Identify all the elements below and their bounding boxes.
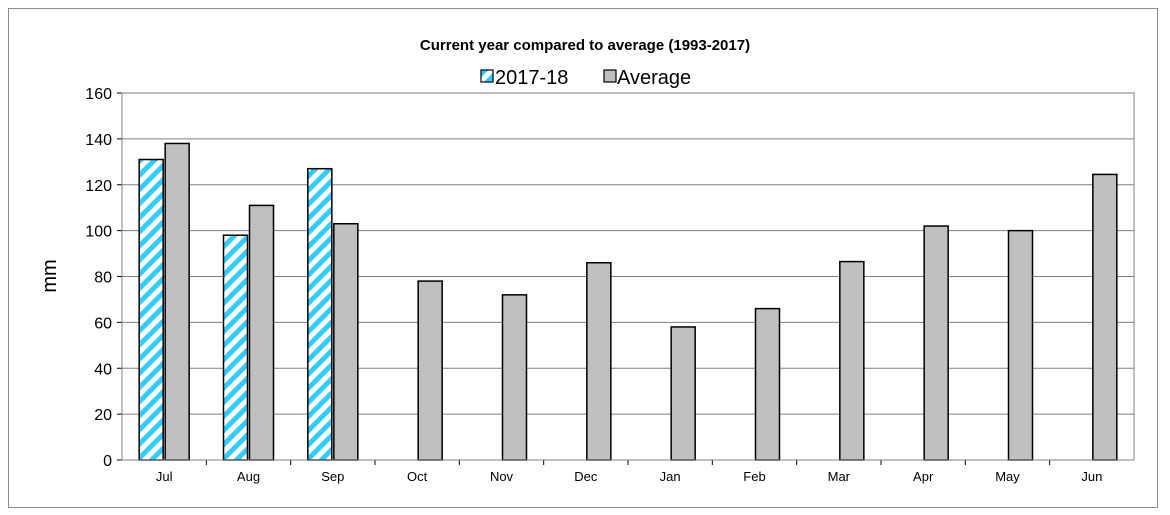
chart-frame: [8, 8, 1158, 508]
x-tick-label-may: May: [995, 469, 1020, 484]
x-tick-label-aug: Aug: [237, 469, 260, 484]
plot-area-border: [121, 92, 1135, 461]
x-tick-label-jan: Jan: [660, 469, 681, 484]
y-tick-label-20: 20: [94, 407, 112, 424]
y-tick-label-80: 80: [94, 270, 112, 287]
y-tick-label-100: 100: [85, 224, 112, 241]
bar-average-apr: [923, 225, 949, 461]
y-tick-label-60: 60: [94, 315, 112, 332]
x-tick-label-sep: Sep: [321, 469, 344, 484]
x-tick-label-dec: Dec: [574, 469, 598, 484]
bar-average-aug: [248, 204, 275, 461]
bar-average-jul: [164, 142, 190, 461]
bar-average-jun: [1092, 173, 1118, 461]
x-axis-ticks: Jul Aug Sep Oct Nov Dec Jan Feb Mar Apr May Jun: [156, 460, 1102, 484]
legend-label-average: Average: [617, 67, 691, 89]
bar-average-dec: [586, 261, 612, 461]
x-tick-label-nov: Nov: [490, 469, 514, 484]
legend-swatch-average: [603, 69, 617, 83]
bar-average-may: [1007, 229, 1034, 461]
y-axis-ticks: 0 20 40 60 80 100 120 140 160: [85, 86, 122, 470]
bar-2017-18-aug: [222, 234, 249, 461]
bar-average-nov: [501, 294, 528, 461]
x-tick-label-oct: Oct: [407, 469, 428, 484]
y-tick-label-160: 160: [85, 86, 112, 103]
bar-2017-18-jul: [138, 158, 164, 461]
bars: [138, 142, 1118, 461]
bar-2017-18-sep: [307, 167, 333, 461]
y-tick-label-140: 140: [85, 132, 112, 149]
x-tick-label-apr: Apr: [913, 469, 934, 484]
chart-title: Current year compared to average (1993-2…: [420, 37, 750, 54]
legend-swatch-2017-18: [480, 69, 494, 83]
x-tick-label-jun: Jun: [1081, 469, 1102, 484]
bar-average-oct: [417, 280, 443, 461]
y-axis-label: mm: [39, 259, 61, 292]
y-tick-label-0: 0: [103, 453, 112, 470]
x-tick-label-feb: Feb: [743, 469, 765, 484]
bar-average-jan: [670, 326, 696, 461]
bar-average-mar: [839, 260, 865, 461]
bar-average-feb: [754, 307, 781, 461]
x-tick-label-jul: Jul: [156, 469, 173, 484]
x-tick-label-mar: Mar: [828, 469, 851, 484]
bar-average-sep: [333, 222, 359, 461]
legend-label-2017-18: 2017-18: [495, 67, 568, 89]
y-tick-label-120: 120: [85, 178, 112, 195]
y-tick-label-40: 40: [94, 361, 112, 378]
legend: 2017-18 Average: [480, 67, 691, 89]
